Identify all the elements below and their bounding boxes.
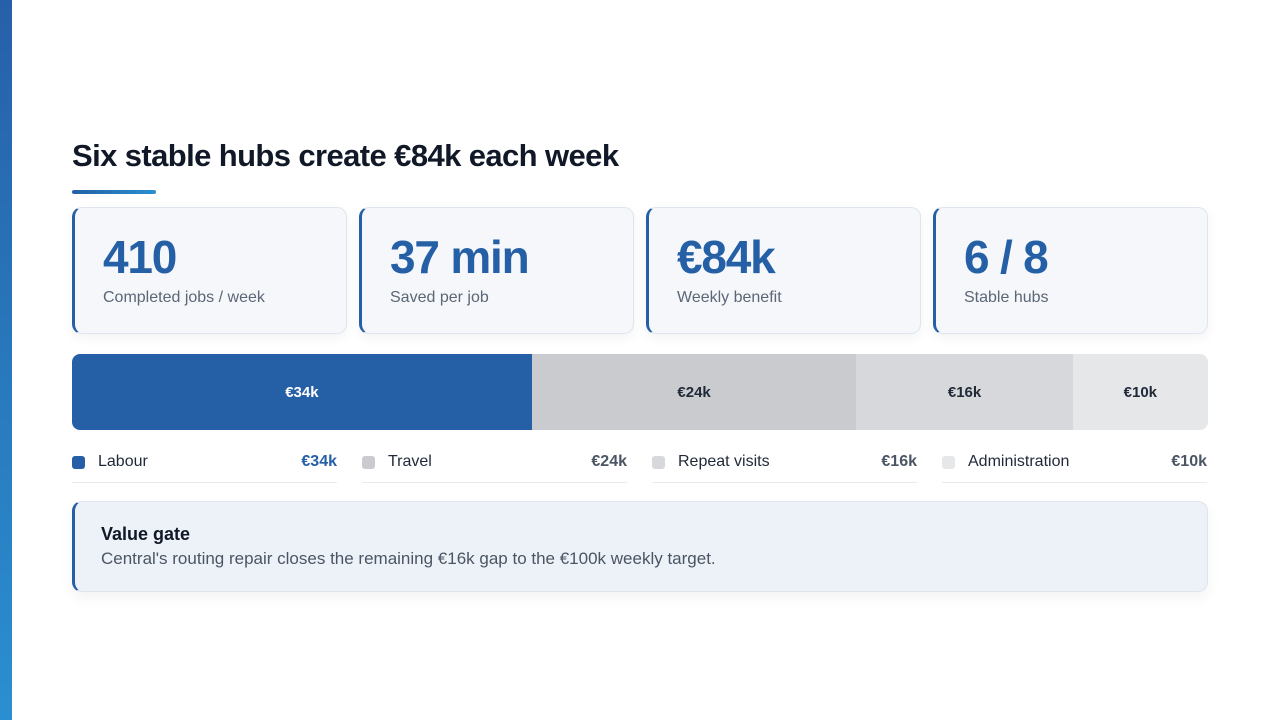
stacked-bar-chart: €34k €24k €16k €10k xyxy=(72,354,1208,430)
legend-item-administration: Administration €10k xyxy=(942,446,1207,483)
left-accent-edge xyxy=(0,0,12,720)
chart-legend: Labour €34k Travel €24k Repeat visits €1… xyxy=(72,446,1208,484)
kpi-value: 410 xyxy=(103,231,177,283)
legend-swatch xyxy=(652,455,665,469)
bar-segment-labour: €34k xyxy=(72,354,532,430)
legend-value: €34k xyxy=(301,453,337,470)
legend-name: Administration xyxy=(968,453,1070,470)
kpi-label: Weekly benefit xyxy=(677,289,782,306)
legend-swatch xyxy=(942,455,955,469)
callout-title: Value gate xyxy=(101,524,191,544)
kpi-value: 37 min xyxy=(390,231,530,283)
kpi-label: Stable hubs xyxy=(964,289,1049,306)
legend-value: €16k xyxy=(881,453,917,470)
legend-swatch xyxy=(72,455,85,469)
kpi-card-saved: 37 min Saved per job xyxy=(359,207,634,334)
kpi-card-jobs: 410 Completed jobs / week xyxy=(72,207,347,334)
bar-data-label: €16k xyxy=(947,383,982,401)
legend-item-repeat-visits: Repeat visits €16k xyxy=(652,446,917,483)
legend-name: Repeat visits xyxy=(678,453,770,470)
title-underline xyxy=(72,190,156,194)
kpi-value: 6 / 8 xyxy=(964,231,1049,283)
bar-data-label: €24k xyxy=(677,383,711,401)
legend-name: Labour xyxy=(98,453,148,470)
bar-segment-travel: €24k xyxy=(531,354,857,430)
legend-value: €24k xyxy=(591,453,627,470)
kpi-label: Saved per job xyxy=(390,289,489,306)
kpi-label: Completed jobs / week xyxy=(103,289,265,306)
kpi-row: 410 Completed jobs / week 37 min Saved p… xyxy=(72,207,1208,334)
page-title: Six stable hubs create €84k each week xyxy=(72,138,619,173)
callout-body: Central's routing repair closes the rema… xyxy=(101,549,716,568)
kpi-value: €84k xyxy=(677,231,776,283)
legend-item-labour: Labour €34k xyxy=(72,446,337,483)
legend-name: Travel xyxy=(388,453,432,470)
bar-data-label: €10k xyxy=(1123,383,1158,401)
legend-item-travel: Travel €24k xyxy=(362,446,627,483)
value-gate-callout: Value gate Central's routing repair clos… xyxy=(72,501,1208,592)
bar-segment-administration: €10k xyxy=(1072,354,1208,430)
kpi-card-hubs: 6 / 8 Stable hubs xyxy=(933,207,1208,334)
legend-value: €10k xyxy=(1171,453,1207,470)
bar-data-label: €34k xyxy=(285,383,319,401)
kpi-card-benefit: €84k Weekly benefit xyxy=(646,207,921,334)
bar-segment-repeat-visits: €16k xyxy=(856,354,1073,430)
legend-swatch xyxy=(362,455,375,469)
